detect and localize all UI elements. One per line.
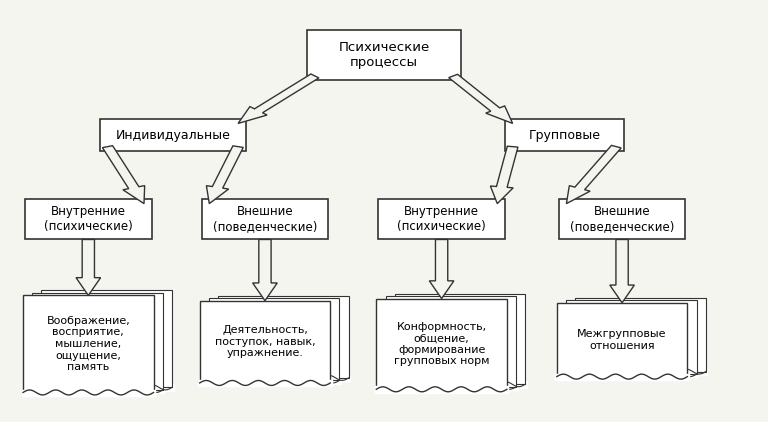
FancyBboxPatch shape (200, 300, 330, 383)
FancyBboxPatch shape (32, 293, 163, 390)
FancyBboxPatch shape (100, 119, 246, 151)
FancyBboxPatch shape (307, 30, 461, 80)
Text: Психические
процессы: Психические процессы (339, 41, 429, 69)
FancyBboxPatch shape (559, 200, 686, 240)
Text: Внутренние
(психические): Внутренние (психические) (44, 206, 133, 233)
Text: Конформность,
общение,
формирование
групповых норм: Конформность, общение, формирование груп… (394, 322, 489, 366)
FancyBboxPatch shape (376, 299, 507, 389)
FancyBboxPatch shape (209, 298, 339, 381)
FancyBboxPatch shape (395, 294, 525, 384)
FancyBboxPatch shape (557, 303, 687, 376)
Polygon shape (102, 146, 144, 203)
FancyBboxPatch shape (23, 295, 154, 392)
FancyBboxPatch shape (41, 290, 172, 387)
Polygon shape (567, 145, 621, 203)
FancyBboxPatch shape (25, 200, 152, 240)
Text: Воображение,
восприятие,
мышление,
ощущение,
память: Воображение, восприятие, мышление, ощуще… (46, 316, 131, 372)
Text: Групповые: Групповые (528, 129, 601, 141)
Polygon shape (491, 146, 518, 203)
Text: Межгрупповые
отношения: Межгрупповые отношения (578, 329, 667, 351)
Polygon shape (610, 240, 634, 303)
Polygon shape (76, 240, 101, 295)
Text: Индивидуальные: Индивидуальные (115, 129, 230, 141)
Polygon shape (253, 240, 277, 300)
Polygon shape (449, 74, 513, 123)
FancyBboxPatch shape (386, 296, 516, 387)
FancyBboxPatch shape (378, 200, 505, 240)
Polygon shape (207, 146, 243, 203)
Polygon shape (429, 240, 454, 299)
FancyBboxPatch shape (575, 298, 706, 371)
Text: Внешние
(поведенческие): Внешние (поведенческие) (570, 206, 674, 233)
FancyBboxPatch shape (218, 295, 349, 378)
FancyBboxPatch shape (566, 300, 697, 374)
FancyBboxPatch shape (505, 119, 624, 151)
Polygon shape (238, 74, 319, 123)
Text: Деятельность,
поступок, навык,
упражнение.: Деятельность, поступок, навык, упражнени… (214, 325, 316, 358)
FancyBboxPatch shape (201, 200, 329, 240)
Text: Внешние
(поведенческие): Внешние (поведенческие) (213, 206, 317, 233)
Text: Внутренние
(психические): Внутренние (психические) (397, 206, 486, 233)
